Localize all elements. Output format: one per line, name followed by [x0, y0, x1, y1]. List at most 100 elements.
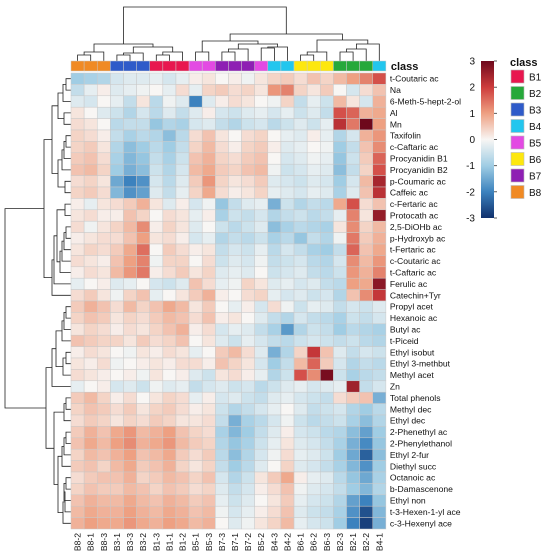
- heatmap-cell: [175, 460, 190, 473]
- heatmap-cell: [110, 129, 124, 142]
- heatmap-cell: [83, 334, 98, 347]
- heatmap-cell: [359, 483, 374, 496]
- heatmap-cell: [346, 505, 360, 518]
- heatmap-cell: [175, 437, 190, 450]
- heatmap-cell: [241, 163, 255, 176]
- heatmap-cell: [215, 505, 229, 518]
- heatmap-cell: [70, 483, 85, 496]
- heatmap-cell: [359, 277, 374, 290]
- heatmap-cell: [136, 198, 150, 211]
- column-label: B7-2: [243, 533, 253, 551]
- heatmap-cell: [215, 426, 229, 439]
- heatmap-cell: [306, 129, 321, 142]
- heatmap-cell: [175, 448, 190, 461]
- heatmap-cell: [333, 334, 347, 347]
- heatmap-cell: [280, 163, 295, 176]
- heatmap-cell: [70, 346, 85, 359]
- heatmap-cell: [280, 448, 295, 461]
- heatmap-cell: [110, 232, 124, 245]
- heatmap-cell: [333, 118, 347, 131]
- heatmap-cell: [110, 220, 124, 233]
- heatmap-cell: [188, 448, 203, 461]
- heatmap-cell: [188, 129, 203, 142]
- heatmap-cell: [70, 471, 85, 484]
- column-label: B5-2: [256, 533, 266, 551]
- heatmap-cell: [162, 471, 177, 484]
- heatmap-cell: [333, 471, 347, 484]
- heatmap-cell: [188, 312, 203, 325]
- legend-swatch: [510, 102, 525, 117]
- heatmap-cell: [228, 471, 242, 484]
- heatmap-cell: [96, 346, 111, 359]
- heatmap-cell: [149, 494, 164, 507]
- heatmap-cell: [136, 483, 150, 496]
- heatmap-cell: [70, 255, 85, 268]
- heatmap-cell: [188, 391, 203, 404]
- heatmap-cell: [162, 118, 177, 131]
- heatmap-cell: [96, 312, 111, 325]
- heatmap-cell: [228, 220, 242, 233]
- heatmap-cell: [306, 220, 321, 233]
- heatmap-cell: [70, 152, 85, 165]
- heatmap-cell: [175, 289, 190, 302]
- heatmap-cell: [306, 460, 321, 473]
- heatmap-cell: [215, 357, 229, 370]
- heatmap-cell: [372, 255, 387, 268]
- heatmap-cell: [83, 505, 98, 518]
- heatmap-cell: [149, 289, 164, 302]
- heatmap-cell: [372, 494, 387, 507]
- heatmap-cell: [123, 505, 137, 518]
- column-label: B4-2: [282, 533, 292, 551]
- heatmap-cell: [201, 232, 216, 245]
- heatmap-cell: [320, 517, 334, 530]
- heatmap-cell: [162, 391, 177, 404]
- heatmap-cell: [175, 255, 190, 268]
- heatmap-cell: [346, 483, 360, 496]
- heatmap-cell: [320, 483, 334, 496]
- heatmap-cell: [149, 517, 164, 530]
- heatmap-cell: [359, 369, 374, 382]
- heatmap-cell: [188, 346, 203, 359]
- heatmap-cell: [188, 369, 203, 382]
- heatmap-cell: [320, 152, 334, 165]
- heatmap-cell: [254, 175, 269, 188]
- legend-label: B3: [529, 106, 542, 117]
- heatmap-cell: [254, 323, 269, 336]
- heatmap-cell: [123, 72, 137, 85]
- heatmap-cell: [241, 346, 255, 359]
- heatmap-cell: [293, 72, 308, 85]
- heatmap-cell: [110, 175, 124, 188]
- heatmap-cell: [136, 300, 150, 313]
- heatmap-cell: [320, 84, 334, 97]
- heatmap-cell: [201, 163, 216, 176]
- heatmap-cell: [293, 312, 308, 325]
- heatmap-cell: [267, 141, 282, 154]
- heatmap-cell: [228, 437, 242, 450]
- heatmap-cell: [83, 300, 98, 313]
- heatmap-cell: [254, 209, 269, 222]
- heatmap-cell: [201, 84, 216, 97]
- heatmap-cell: [188, 483, 203, 496]
- heatmap-cell: [280, 437, 295, 450]
- heatmap-cell: [293, 95, 308, 108]
- heatmap-cell: [149, 163, 164, 176]
- heatmap-cell: [149, 460, 164, 473]
- heatmap-cell: [333, 312, 347, 325]
- heatmap-cell: [346, 118, 360, 131]
- heatmap-cell: [320, 232, 334, 245]
- heatmap-cell: [188, 277, 203, 290]
- heatmap-cell: [162, 300, 177, 313]
- heatmap-cell: [320, 243, 334, 256]
- heatmap-cell: [188, 437, 203, 450]
- heatmap-cell: [110, 471, 124, 484]
- dendrogram-branch: [64, 491, 71, 513]
- heatmap-cell: [241, 334, 255, 347]
- dendrogram-branch: [116, 54, 131, 61]
- column-label: B1-2: [178, 533, 188, 551]
- heatmap-cell: [175, 84, 190, 97]
- column-dendrogram: [77, 6, 380, 61]
- dendrogram-branch: [123, 6, 287, 44]
- heatmap-cell: [96, 505, 111, 518]
- heatmap-cell: [293, 118, 308, 131]
- heatmap-cell: [254, 380, 269, 393]
